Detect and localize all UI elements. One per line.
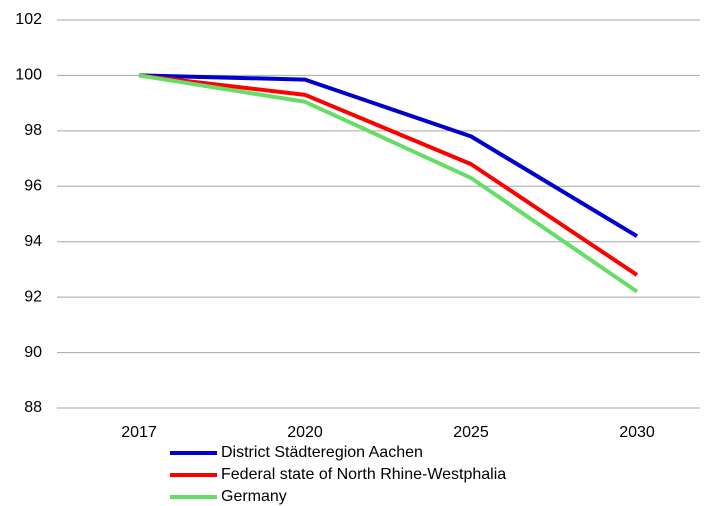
y-tick-label: 96 — [24, 178, 42, 195]
y-tick-label: 100 — [15, 67, 42, 84]
y-tick-label: 94 — [24, 233, 42, 250]
legend-label: Federal state of North Rhine-Westphalia — [221, 466, 506, 483]
legend-label: District Städteregion Aachen — [221, 444, 423, 461]
y-tick-label: 102 — [15, 11, 42, 28]
legend-label: Germany — [221, 488, 287, 505]
x-tick-label: 2017 — [121, 424, 157, 441]
y-tick-label: 90 — [24, 344, 42, 361]
y-tick-label: 98 — [24, 122, 42, 139]
series-line — [138, 73, 639, 238]
x-tick-label: 2020 — [287, 424, 323, 441]
series-line — [138, 73, 639, 294]
x-tick-label: 2030 — [619, 424, 655, 441]
y-tick-label: 88 — [24, 399, 42, 416]
y-tick-label: 92 — [24, 288, 42, 305]
x-tick-label: 2025 — [453, 424, 489, 441]
series-line — [138, 73, 639, 277]
